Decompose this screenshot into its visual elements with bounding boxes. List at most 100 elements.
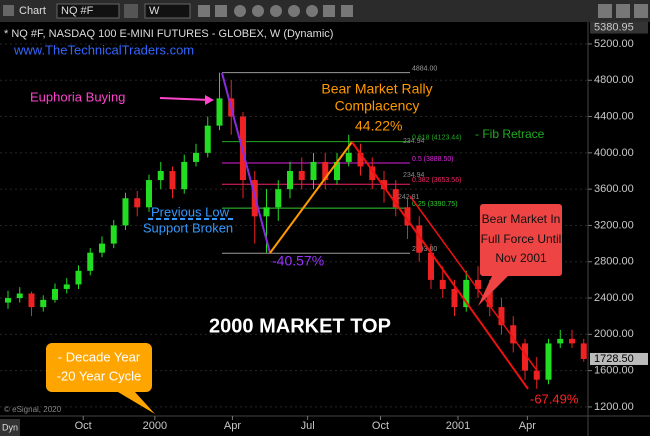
dyn-box[interactable]	[0, 419, 20, 436]
trend-line	[351, 141, 529, 390]
y-tick-label: 2800.00	[594, 256, 634, 268]
candle-body	[16, 293, 23, 299]
x-tick-label: Jul	[301, 420, 315, 432]
annotation: Full Force Until	[481, 232, 562, 246]
candle-body	[310, 161, 317, 181]
icon[interactable]	[215, 5, 227, 17]
candle-body	[392, 189, 399, 208]
fib-label: 4884.00	[412, 65, 437, 72]
icon[interactable]	[288, 5, 300, 17]
y-tick-label: 4000.00	[594, 147, 634, 159]
callout-box	[46, 343, 152, 392]
fib-note: 234.94	[403, 138, 425, 145]
dyn-label: Dyn	[2, 422, 18, 432]
annotation: Nov 2001	[495, 251, 547, 265]
candle-body	[451, 288, 458, 308]
trend-line	[221, 72, 271, 254]
annotation: Complacency	[335, 98, 420, 114]
candle-body	[322, 161, 329, 181]
interval-box[interactable]	[144, 3, 191, 19]
candle-body	[87, 252, 94, 271]
y-tick-label: 3200.00	[594, 219, 634, 231]
candle-body	[134, 198, 141, 208]
y-tick-label: 1600.00	[594, 365, 634, 377]
candle-body	[110, 225, 117, 244]
icon[interactable]	[306, 5, 318, 17]
trend-line	[409, 195, 539, 373]
callout-box	[480, 204, 562, 276]
window-button[interactable]	[598, 4, 612, 18]
candle-body	[28, 293, 35, 308]
candle-body	[5, 298, 11, 303]
icon[interactable]	[323, 5, 335, 17]
icon[interactable]	[234, 5, 246, 17]
chart-subtitle: www.TheTechnicalTraders.com	[13, 42, 194, 57]
x-tick-label: Apr	[224, 420, 241, 432]
y-tick-label: 3600.00	[594, 183, 634, 195]
icon[interactable]	[341, 5, 353, 17]
candle-body	[287, 171, 293, 190]
candle-body	[275, 189, 282, 208]
candle-body	[99, 243, 105, 253]
callout-pointer	[118, 392, 155, 414]
fib-note: 234.94	[403, 172, 425, 179]
y-tick-label: 2000.00	[594, 328, 634, 340]
candle-body	[204, 125, 211, 153]
candle-body	[404, 207, 411, 226]
annotation: - Decade Year	[58, 349, 141, 364]
candle-body	[122, 198, 129, 226]
candle-body	[533, 370, 540, 380]
fib-label: 0.382 (3653.56)	[412, 177, 461, 184]
credit: © eSignal, 2020	[4, 405, 62, 414]
symbol-box[interactable]	[56, 3, 120, 19]
annotation: -20 Year Cycle	[57, 368, 142, 383]
chart-icon[interactable]	[3, 5, 14, 16]
last-price-label: 1728.50	[594, 353, 634, 365]
candle-body	[569, 338, 575, 344]
price-tag	[590, 21, 648, 34]
price-tag-label: 5380.95	[594, 21, 634, 33]
window-button[interactable]	[616, 4, 630, 18]
candle-body	[334, 161, 340, 181]
candle-body	[428, 252, 434, 280]
x-tick-label: Oct	[75, 420, 92, 432]
trend-line	[269, 141, 353, 254]
interval: W	[149, 5, 160, 17]
annotation: 44.22%	[355, 118, 402, 134]
candle-body	[475, 279, 481, 289]
candle-body	[157, 171, 164, 181]
candle-body	[345, 152, 352, 162]
app-name: Chart	[19, 5, 46, 17]
callout-pointer	[478, 276, 508, 306]
settings-button[interactable]	[124, 4, 138, 18]
y-tick-label: 2400.00	[594, 292, 634, 304]
candle-body	[146, 180, 152, 208]
candle-body	[357, 152, 364, 167]
y-tick-label: 4400.00	[594, 110, 634, 122]
candle-body	[439, 279, 446, 289]
fib-label: 0.618 (4123.44)	[412, 134, 461, 141]
candle-body	[40, 299, 47, 308]
candle-body	[369, 166, 376, 181]
candle-body	[463, 279, 470, 308]
x-tick-label: 2001	[446, 420, 470, 432]
icon[interactable]	[252, 5, 264, 17]
candle-body	[486, 288, 493, 308]
annotation: Previous Low	[151, 204, 230, 219]
chart-title: * NQ #F, NASDAQ 100 E-MINI FUTURES - GLO…	[4, 28, 333, 40]
candle-body	[52, 288, 58, 300]
icon[interactable]	[198, 5, 210, 17]
candle-body	[416, 225, 423, 253]
annotation: - Fib Retrace	[475, 127, 545, 141]
x-tick-label: Apr	[519, 420, 536, 432]
candle-body	[381, 180, 387, 190]
annotation: -67.49%	[530, 391, 579, 406]
window-button[interactable]	[634, 4, 648, 18]
x-tick-label: 2000	[143, 420, 167, 432]
icon[interactable]	[270, 5, 282, 17]
annotation: Euphoria Buying	[30, 89, 125, 104]
fib-label: 2893.00	[412, 246, 437, 253]
candle-body	[169, 171, 176, 190]
x-tick-label: Oct	[372, 420, 389, 432]
